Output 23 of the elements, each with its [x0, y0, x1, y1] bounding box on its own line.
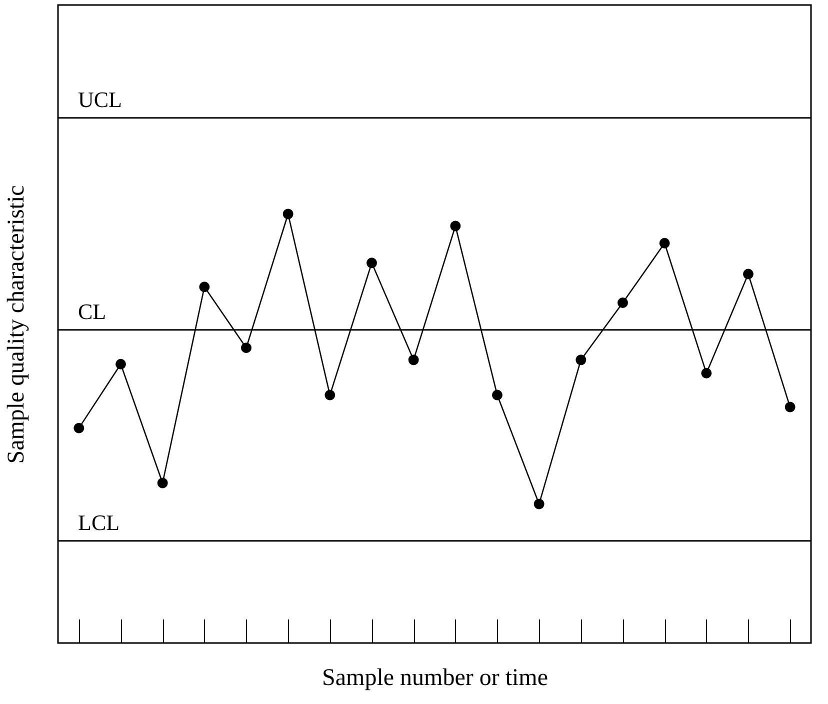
- point: [450, 220, 461, 232]
- point: [74, 422, 84, 434]
- point: [199, 282, 210, 292]
- x-axis-title: Sample number or time: [322, 665, 548, 691]
- point: [492, 390, 502, 400]
- point: [241, 342, 252, 354]
- y-axis-title: Sample quality characteristic: [4, 185, 30, 464]
- point: [784, 402, 796, 412]
- point: [157, 478, 168, 488]
- point: [282, 208, 294, 220]
- point: [324, 390, 336, 400]
- ref-line-label: CL: [78, 298, 106, 324]
- point: [534, 498, 544, 510]
- point: [618, 298, 628, 308]
- point: [659, 238, 670, 248]
- point: [701, 368, 712, 378]
- point: [366, 258, 377, 268]
- point: [576, 354, 586, 366]
- ref-line-label: UCL: [78, 86, 122, 112]
- ref-line-label: LCL: [78, 510, 120, 535]
- point: [408, 354, 419, 366]
- point: [116, 358, 126, 370]
- point: [743, 268, 754, 280]
